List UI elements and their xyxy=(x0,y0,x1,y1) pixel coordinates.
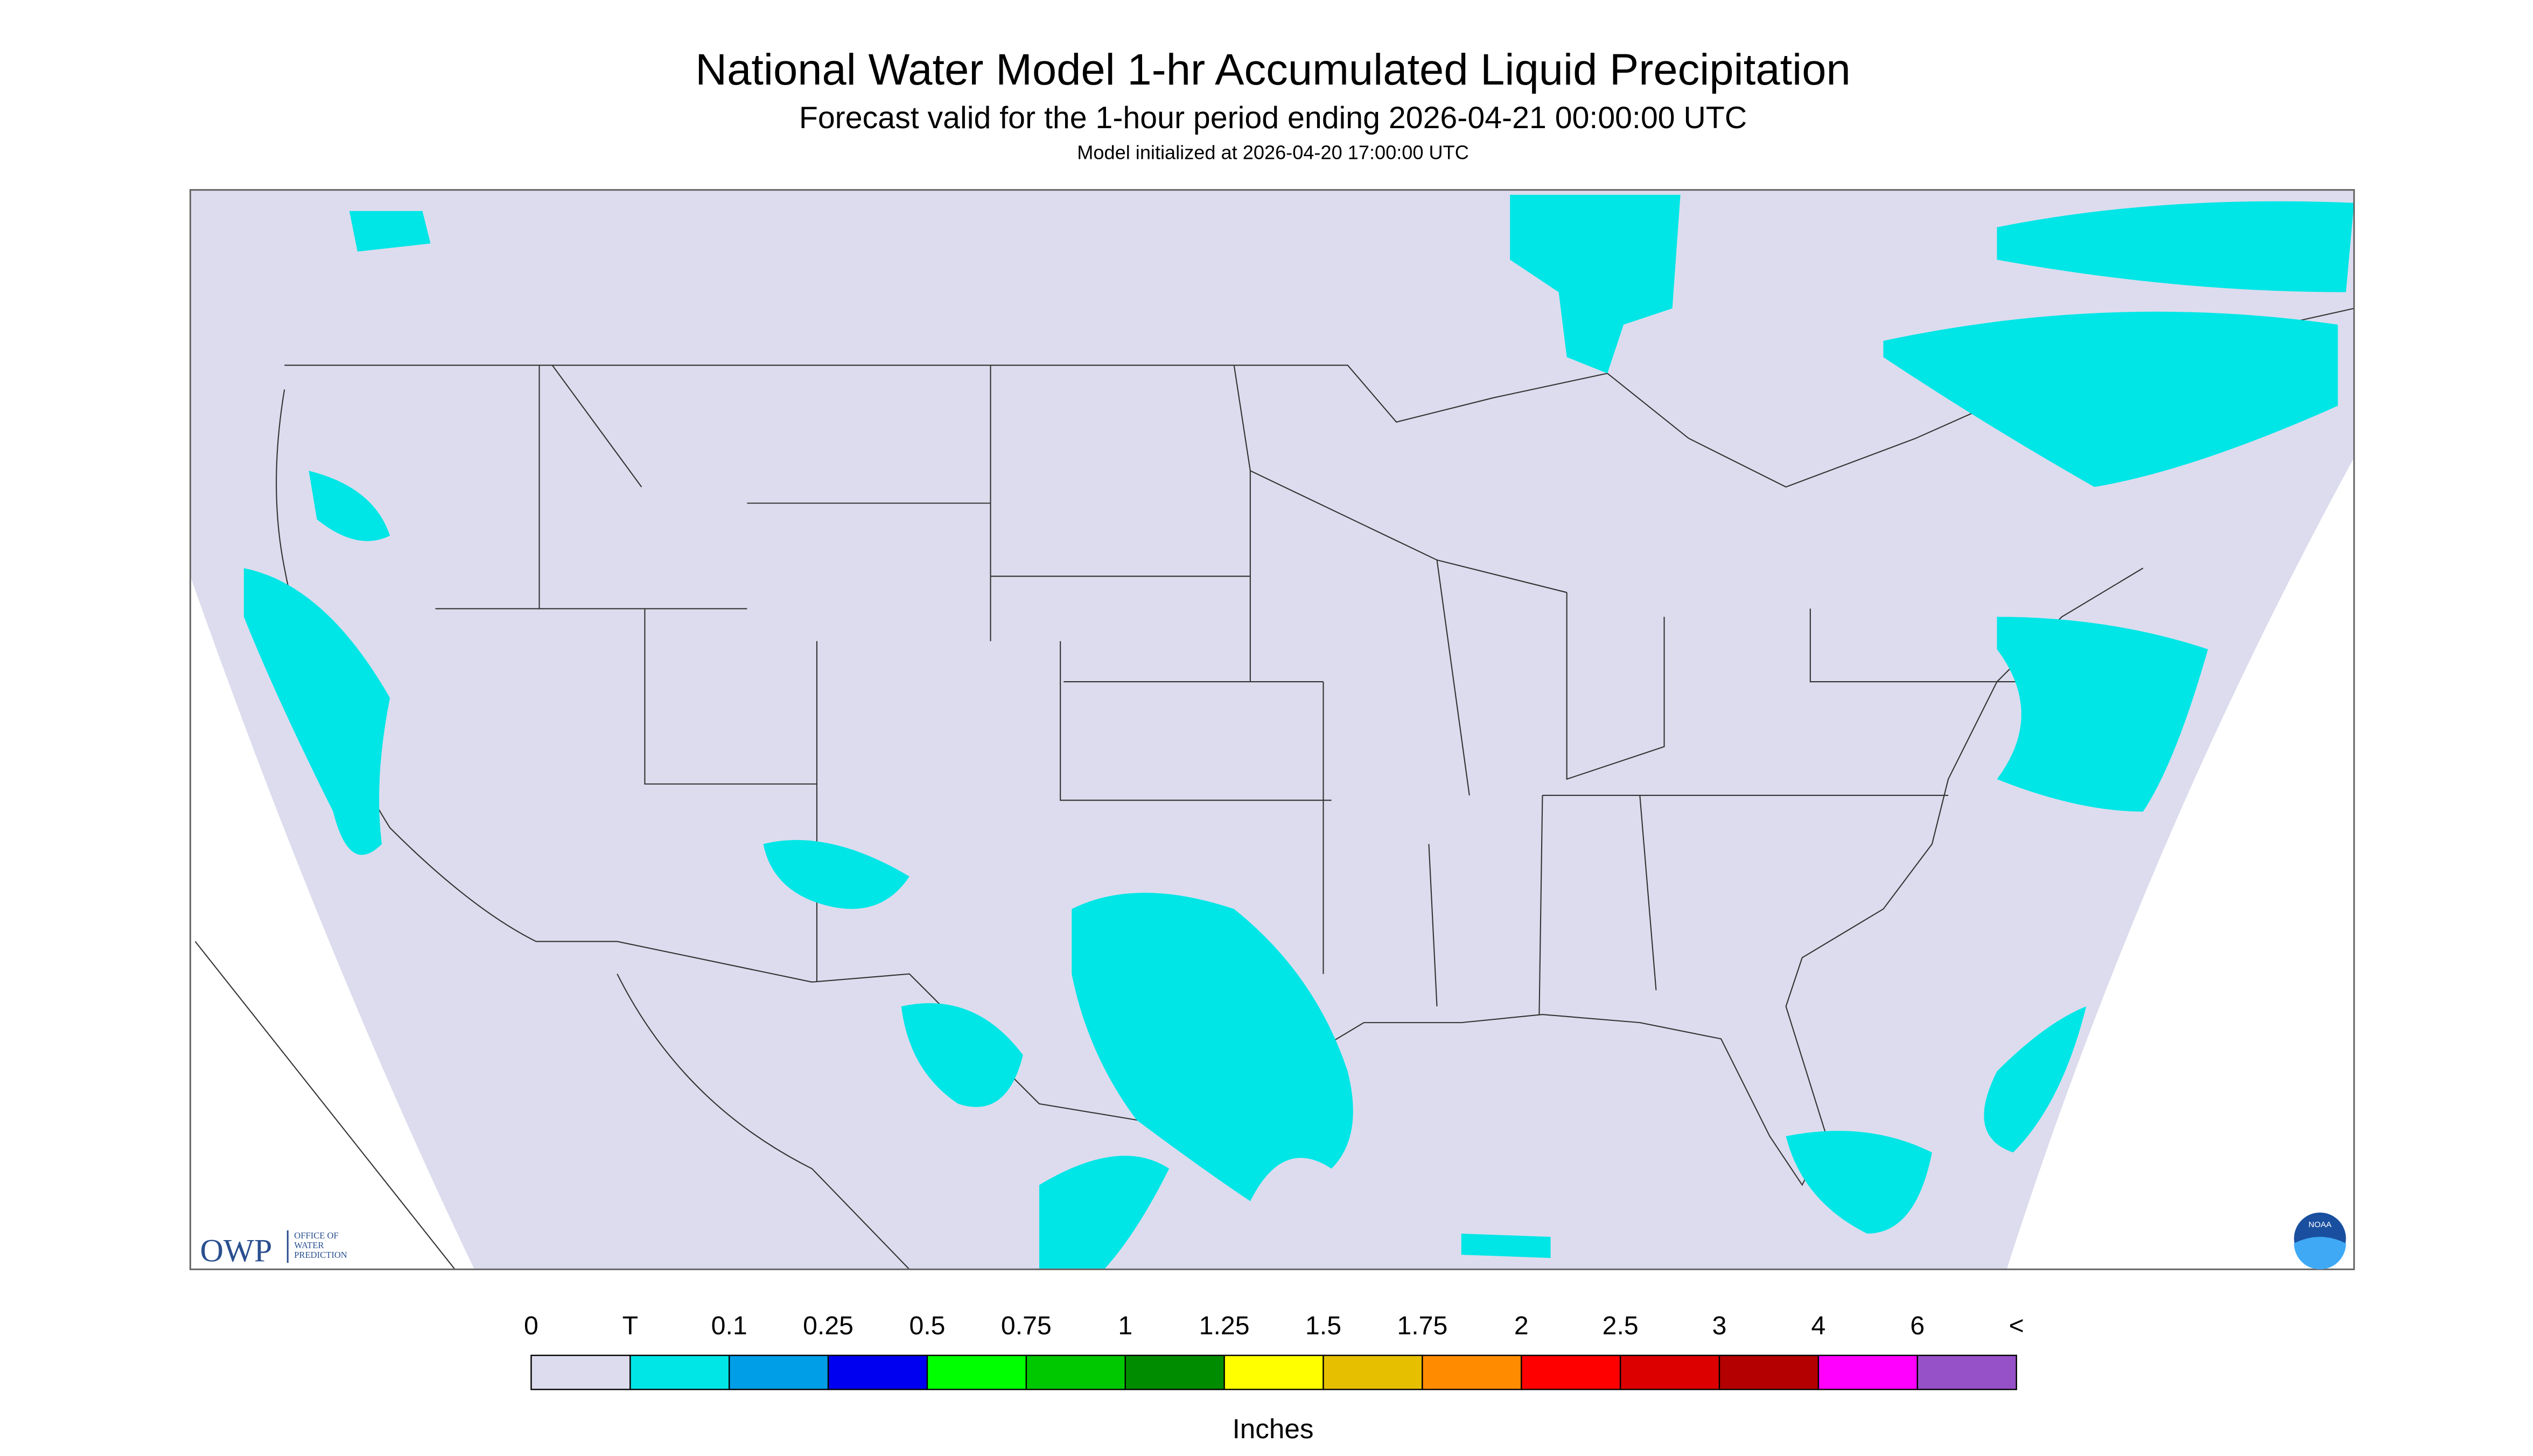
map-frame xyxy=(189,189,2355,1270)
legend-swatch xyxy=(1422,1354,1522,1390)
title: National Water Model 1-hr Accumulated Li… xyxy=(695,45,1850,94)
subtitle: Forecast valid for the 1-hour period end… xyxy=(799,101,1747,135)
owp-line: WATER xyxy=(294,1240,324,1250)
legend-label: < xyxy=(2009,1311,2024,1340)
owp-logo: OWP xyxy=(200,1233,272,1269)
legend-label: 0 xyxy=(524,1311,538,1340)
legend-swatch xyxy=(530,1354,631,1390)
owp-line: OFFICE OF xyxy=(294,1230,338,1241)
legend-label: 0.1 xyxy=(711,1311,747,1340)
legend-swatch xyxy=(1916,1354,2017,1390)
legend-swatch xyxy=(1521,1354,1621,1390)
legend-label: 1 xyxy=(1118,1311,1132,1340)
legend-label: 3 xyxy=(1712,1311,1727,1340)
legend-swatch xyxy=(1323,1354,1423,1390)
legend-unit: Inches xyxy=(1233,1413,1314,1444)
legend-label: 1.25 xyxy=(1199,1311,1250,1340)
legend-label: 4 xyxy=(1811,1311,1826,1340)
legend-swatch xyxy=(926,1354,1027,1390)
noaa-text: NOAA xyxy=(2308,1220,2332,1229)
noaa-wave xyxy=(2294,1237,2346,1270)
legend-label: 1.5 xyxy=(1305,1311,1341,1340)
legend-swatch xyxy=(629,1354,730,1390)
legend-swatch xyxy=(1124,1354,1225,1390)
legend-swatch xyxy=(1619,1354,1720,1390)
legend-label: 1.75 xyxy=(1397,1311,1447,1340)
legend-swatch xyxy=(1718,1354,1820,1390)
legend-swatch xyxy=(1817,1354,1919,1390)
legend-label: 0.25 xyxy=(803,1311,853,1340)
outside-domain-left xyxy=(190,576,474,1270)
legend-label: 2.5 xyxy=(1603,1311,1639,1340)
legend-label: 0.75 xyxy=(1001,1311,1052,1340)
legend-swatch xyxy=(827,1354,928,1390)
legend-label: 6 xyxy=(1910,1311,1925,1340)
owp-line: PREDICTION xyxy=(294,1250,347,1260)
legend-swatch xyxy=(1025,1354,1126,1390)
init-note: Model initialized at 2026-04-20 17:00:00… xyxy=(1077,141,1469,163)
legend-label: T xyxy=(622,1311,638,1340)
legend-label: 0.5 xyxy=(909,1311,945,1340)
legend: 0 T 0.1 0.25 0.5 0.75 1 1.25 1.5 1.75 2 2.5 3 4 6 < xyxy=(524,1311,2024,1390)
legend-swatch xyxy=(728,1354,829,1390)
legend-label: 2 xyxy=(1514,1311,1529,1340)
legend-swatch xyxy=(1223,1354,1324,1390)
outside-domain-right xyxy=(2006,458,2354,1270)
precipitation xyxy=(243,194,2354,1270)
